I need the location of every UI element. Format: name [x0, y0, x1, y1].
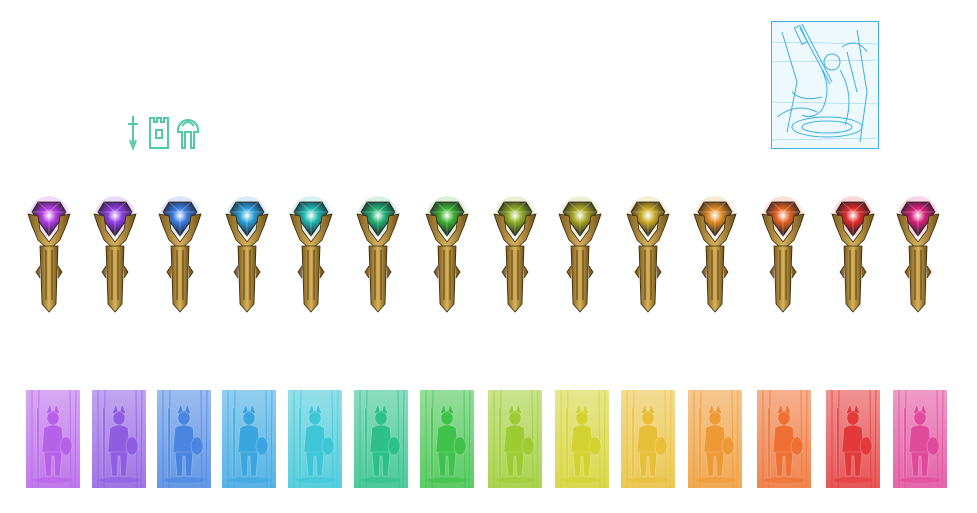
gem-key-art: [761, 196, 805, 313]
hero-card-art: [92, 390, 146, 488]
gem-key-art: [158, 196, 202, 313]
tower-icon[interactable]: [149, 117, 169, 149]
gem-key-5[interactable]: [288, 196, 334, 314]
hero-card-art: [354, 390, 408, 488]
gem-key-13[interactable]: [830, 196, 876, 314]
hero-card-art: [688, 390, 742, 488]
gem-key-6[interactable]: [355, 196, 401, 314]
hero-card-dog-spearman[interactable]: [826, 390, 880, 488]
gem-key-12[interactable]: [760, 196, 806, 314]
gem-key-1[interactable]: [26, 196, 72, 314]
gem-key-art: [493, 196, 537, 313]
hero-card-art: [555, 390, 609, 488]
gem-key-art: [425, 196, 469, 313]
hero-card-hooded-warrior[interactable]: [688, 390, 742, 488]
gem-key-art: [896, 196, 940, 313]
hero-card-art: [157, 390, 211, 488]
gem-key-2[interactable]: [92, 196, 138, 314]
hero-card-stag-knight[interactable]: [420, 390, 474, 488]
hero-card-bear-warrior[interactable]: [488, 390, 542, 488]
gem-key-art: [558, 196, 602, 313]
hero-card-bird-paladin[interactable]: [288, 390, 342, 488]
hero-card-art: [621, 390, 675, 488]
hero-card-art: [893, 390, 947, 488]
hero-card-fox-warrior[interactable]: [757, 390, 811, 488]
hero-card-art: [826, 390, 880, 488]
gem-key-10[interactable]: [625, 196, 671, 314]
hero-card-art: [26, 390, 80, 488]
sword-icon[interactable]: [128, 116, 138, 151]
gem-key-art: [831, 196, 875, 313]
hero-card-lizard-spearman[interactable]: [555, 390, 609, 488]
hero-card-goat-knight[interactable]: [157, 390, 211, 488]
gem-key-art: [225, 196, 269, 313]
hero-card-bird-knight[interactable]: [26, 390, 80, 488]
hero-card-halberd-knight[interactable]: [893, 390, 947, 488]
gem-key-art: [693, 196, 737, 313]
gem-key-14[interactable]: [895, 196, 941, 314]
hero-card-art: [420, 390, 474, 488]
gem-key-4[interactable]: [224, 196, 270, 314]
gem-key-3[interactable]: [157, 196, 203, 314]
preview-art: [772, 22, 878, 148]
gem-key-art: [93, 196, 137, 313]
gem-key-art: [27, 196, 71, 313]
hero-card-frog-knight[interactable]: [621, 390, 675, 488]
gem-key-8[interactable]: [492, 196, 538, 314]
hero-card-rabbit-knight[interactable]: [222, 390, 276, 488]
hero-card-art: [288, 390, 342, 488]
gem-key-art: [289, 196, 333, 313]
gem-key-11[interactable]: [692, 196, 738, 314]
selected-hero-preview[interactable]: [771, 21, 879, 149]
hero-card-art: [757, 390, 811, 488]
hero-card-art: [488, 390, 542, 488]
gem-key-art: [626, 196, 670, 313]
gem-key-7[interactable]: [424, 196, 470, 314]
hero-card-elephant-knight[interactable]: [92, 390, 146, 488]
banner-icon[interactable]: [177, 119, 199, 149]
gem-key-9[interactable]: [557, 196, 603, 314]
gem-key-art: [356, 196, 400, 313]
hero-card-art: [222, 390, 276, 488]
toolbar-icons-svg: [128, 116, 199, 151]
toolbar-icon-group: [124, 112, 204, 152]
hero-card-wolf-warrior[interactable]: [354, 390, 408, 488]
